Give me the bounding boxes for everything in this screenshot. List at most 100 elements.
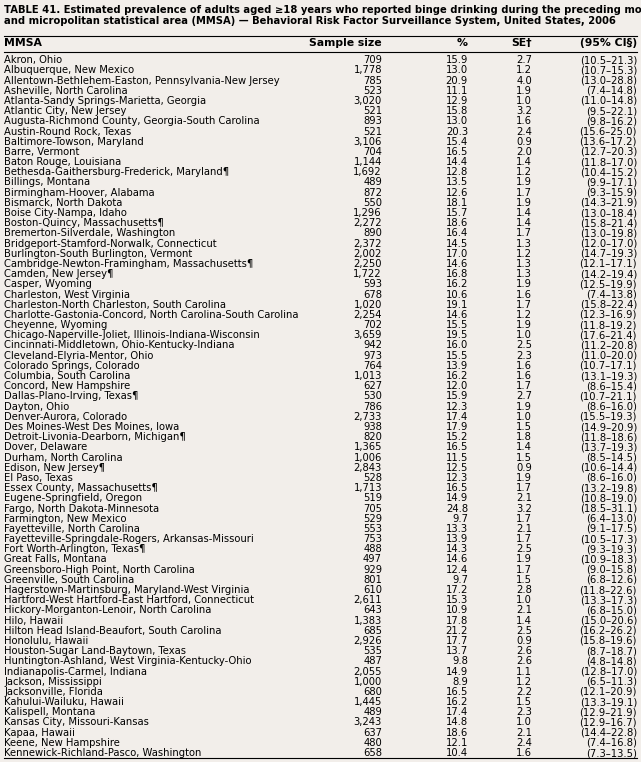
Text: Greensboro-High Point, North Carolina: Greensboro-High Point, North Carolina	[4, 565, 195, 575]
Text: Kahului-Wailuku, Hawaii: Kahului-Wailuku, Hawaii	[4, 697, 124, 707]
Text: 2.4: 2.4	[516, 126, 532, 136]
Text: 801: 801	[363, 575, 382, 584]
Text: 1,365: 1,365	[353, 443, 382, 453]
Text: 1.4: 1.4	[516, 157, 532, 167]
Text: 1,296: 1,296	[353, 208, 382, 218]
Text: 3.2: 3.2	[516, 504, 532, 514]
Text: 2.6: 2.6	[516, 646, 532, 656]
Text: (10.8–19.0): (10.8–19.0)	[580, 493, 637, 504]
Text: (12.1–17.1): (12.1–17.1)	[579, 259, 637, 269]
Text: Dallas-Plano-Irving, Texas¶: Dallas-Plano-Irving, Texas¶	[4, 392, 138, 402]
Text: 1.0: 1.0	[516, 718, 532, 728]
Text: 553: 553	[363, 524, 382, 534]
Text: Chicago-Naperville-Joliet, Illinois-Indiana-Wisconsin: Chicago-Naperville-Joliet, Illinois-Indi…	[4, 330, 260, 341]
Text: (13.0–19.8): (13.0–19.8)	[580, 229, 637, 239]
Text: 0.9: 0.9	[516, 463, 532, 472]
Text: 1.7: 1.7	[516, 483, 532, 493]
Text: Colorado Springs, Colorado: Colorado Springs, Colorado	[4, 361, 140, 371]
Text: 1.7: 1.7	[516, 187, 532, 197]
Text: 1.7: 1.7	[516, 299, 532, 309]
Text: 627: 627	[363, 381, 382, 391]
Text: %: %	[457, 38, 468, 48]
Text: 11.5: 11.5	[445, 453, 468, 463]
Text: 1.6: 1.6	[516, 371, 532, 381]
Text: (6.5–11.3): (6.5–11.3)	[586, 677, 637, 687]
Text: (10.7–21.1): (10.7–21.1)	[579, 392, 637, 402]
Text: 13.0: 13.0	[446, 66, 468, 75]
Text: Cheyenne, Wyoming: Cheyenne, Wyoming	[4, 320, 108, 330]
Text: Keene, New Hampshire: Keene, New Hampshire	[4, 738, 120, 748]
Text: 16.5: 16.5	[445, 147, 468, 157]
Text: Hartford-West Hartford-East Hartford, Connecticut: Hartford-West Hartford-East Hartford, Co…	[4, 595, 254, 605]
Text: 1.5: 1.5	[516, 453, 532, 463]
Text: 535: 535	[363, 646, 382, 656]
Text: (16.2–26.2): (16.2–26.2)	[579, 626, 637, 636]
Text: 2.3: 2.3	[516, 707, 532, 717]
Text: 14.4: 14.4	[446, 157, 468, 167]
Text: 488: 488	[363, 544, 382, 554]
Text: 9.7: 9.7	[452, 575, 468, 584]
Text: Atlantic City, New Jersey: Atlantic City, New Jersey	[4, 106, 126, 116]
Text: Durham, North Carolina: Durham, North Carolina	[4, 453, 122, 463]
Text: 1.2: 1.2	[516, 249, 532, 259]
Text: Great Falls, Montana: Great Falls, Montana	[4, 555, 106, 565]
Text: (10.7–15.3): (10.7–15.3)	[579, 66, 637, 75]
Text: 17.0: 17.0	[445, 249, 468, 259]
Text: (14.3–21.9): (14.3–21.9)	[579, 198, 637, 208]
Text: 21.2: 21.2	[445, 626, 468, 636]
Text: Camden, New Jersey¶: Camden, New Jersey¶	[4, 269, 113, 279]
Text: 1,778: 1,778	[353, 66, 382, 75]
Text: 2.0: 2.0	[516, 147, 532, 157]
Text: 1.2: 1.2	[516, 66, 532, 75]
Text: 12.4: 12.4	[445, 565, 468, 575]
Text: 678: 678	[363, 290, 382, 299]
Text: Bridgeport-Stamford-Norwalk, Connecticut: Bridgeport-Stamford-Norwalk, Connecticut	[4, 239, 217, 248]
Text: (9.1–17.5): (9.1–17.5)	[586, 524, 637, 534]
Text: 18.6: 18.6	[445, 218, 468, 229]
Text: (11.0–14.8): (11.0–14.8)	[580, 96, 637, 106]
Text: 17.4: 17.4	[445, 411, 468, 422]
Text: 19.5: 19.5	[445, 330, 468, 341]
Text: El Paso, Texas: El Paso, Texas	[4, 473, 73, 483]
Text: Bremerton-Silverdale, Washington: Bremerton-Silverdale, Washington	[4, 229, 175, 239]
Text: 16.4: 16.4	[445, 229, 468, 239]
Text: (12.5–19.9): (12.5–19.9)	[579, 280, 637, 290]
Text: Hilo, Hawaii: Hilo, Hawaii	[4, 616, 63, 626]
Text: Kapaa, Hawaii: Kapaa, Hawaii	[4, 728, 75, 738]
Text: (10.5–21.3): (10.5–21.3)	[579, 55, 637, 66]
Text: (14.2–19.4): (14.2–19.4)	[579, 269, 637, 279]
Text: 16.5: 16.5	[445, 687, 468, 697]
Text: 489: 489	[363, 707, 382, 717]
Text: (7.3–13.5): (7.3–13.5)	[586, 748, 637, 758]
Text: 1.7: 1.7	[516, 565, 532, 575]
Text: 12.0: 12.0	[445, 381, 468, 391]
Text: 2.1: 2.1	[516, 493, 532, 504]
Text: 1,722: 1,722	[353, 269, 382, 279]
Text: (12.7–20.3): (12.7–20.3)	[579, 147, 637, 157]
Text: and micropolitan statistical area (MMSA) — Behavioral Risk Factor Surveillance S: and micropolitan statistical area (MMSA)…	[4, 16, 616, 26]
Text: (12.8–17.0): (12.8–17.0)	[579, 667, 637, 677]
Text: 1.0: 1.0	[516, 411, 532, 422]
Text: 14.9: 14.9	[445, 493, 468, 504]
Text: (9.3–15.9): (9.3–15.9)	[586, 187, 637, 197]
Text: Cambridge-Newton-Framingham, Massachusetts¶: Cambridge-Newton-Framingham, Massachuset…	[4, 259, 253, 269]
Text: 10.4: 10.4	[446, 748, 468, 758]
Text: 1,692: 1,692	[353, 168, 382, 178]
Text: 530: 530	[363, 392, 382, 402]
Text: (13.3–17.3): (13.3–17.3)	[580, 595, 637, 605]
Text: 1,144: 1,144	[354, 157, 382, 167]
Text: 14.6: 14.6	[445, 259, 468, 269]
Text: Baltimore-Towson, Maryland: Baltimore-Towson, Maryland	[4, 136, 144, 147]
Text: 2.2: 2.2	[516, 687, 532, 697]
Text: 13.7: 13.7	[445, 646, 468, 656]
Text: Edison, New Jersey¶: Edison, New Jersey¶	[4, 463, 105, 472]
Text: 2,843: 2,843	[354, 463, 382, 472]
Text: (7.4–16.8): (7.4–16.8)	[586, 738, 637, 748]
Text: 12.5: 12.5	[445, 463, 468, 472]
Text: Barre, Vermont: Barre, Vermont	[4, 147, 79, 157]
Text: Houston-Sugar Land-Baytown, Texas: Houston-Sugar Land-Baytown, Texas	[4, 646, 186, 656]
Text: Farmington, New Mexico: Farmington, New Mexico	[4, 514, 126, 523]
Text: (14.7–19.3): (14.7–19.3)	[579, 249, 637, 259]
Text: 3,659: 3,659	[353, 330, 382, 341]
Text: 497: 497	[363, 555, 382, 565]
